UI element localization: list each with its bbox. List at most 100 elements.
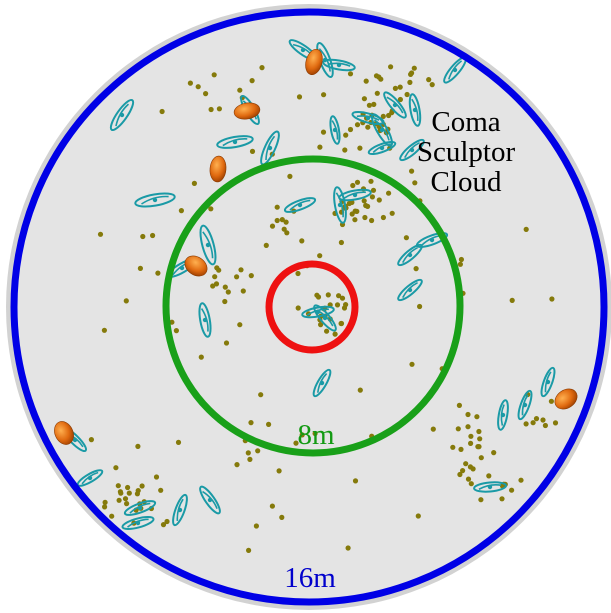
dwarf-galaxy-dot [338, 239, 344, 246]
dwarf-galaxy-dot [116, 497, 122, 503]
dwarf-galaxy-dot [234, 274, 240, 280]
spiral-galaxy-icon [199, 224, 217, 266]
elliptical-galaxy-icon [54, 421, 74, 445]
spiral-galaxy-icon [198, 302, 212, 338]
dwarf-galaxy-dot [357, 387, 363, 393]
dwarf-galaxy-dot [336, 293, 342, 299]
dwarf-galaxy-dot [540, 417, 546, 423]
dwarf-galaxy-dot [474, 414, 480, 420]
dwarf-galaxy-dot [458, 446, 464, 452]
dwarf-galaxy-dot [349, 211, 355, 217]
spiral-galaxy-core [322, 315, 328, 321]
spiral-galaxy-icon [333, 186, 347, 224]
dwarf-galaxy-dot [350, 182, 356, 189]
dwarf-galaxy-dot [88, 437, 94, 443]
dwarf-galaxy-dot [477, 436, 483, 442]
dwarf-galaxy-dot [352, 217, 358, 223]
dwarf-galaxy-dot [361, 96, 367, 102]
dwarf-galaxy-dot [365, 203, 371, 209]
dwarf-galaxy-dot [212, 274, 218, 280]
spiral-galaxy-core [409, 147, 415, 153]
spiral-galaxy-outline [216, 135, 254, 149]
dwarf-galaxy-dot [475, 444, 481, 450]
dwarf-galaxy-dot [102, 499, 108, 505]
spiral-galaxy-icon [473, 481, 507, 493]
dwarf-galaxy-dot [463, 461, 469, 467]
dwarf-galaxy-dot [263, 242, 269, 248]
spiral-galaxy-core [429, 237, 435, 243]
spiral-galaxy-icon [497, 399, 509, 431]
dwarf-galaxy-dot [237, 87, 243, 93]
spiral-galaxy-outline [399, 138, 425, 162]
dwarf-galaxy-dot [417, 303, 423, 310]
spiral-galaxy-icon [283, 197, 317, 213]
dwarf-galaxy-dot [408, 71, 414, 77]
dwarf-galaxy-dot [283, 219, 289, 225]
spiral-galaxy-icon [322, 58, 356, 72]
dwarf-galaxy-dot [352, 478, 359, 484]
dwarf-galaxy-dot [150, 232, 156, 239]
spiral-galaxy-core [267, 145, 273, 151]
dwarf-galaxy-dot [509, 487, 515, 493]
spiral-galaxy-outline [123, 500, 157, 516]
dwarf-galaxy-dot [169, 319, 175, 325]
dwarf-galaxy-dot [468, 433, 474, 439]
dwarf-galaxy-dot [321, 92, 327, 98]
dwarf-galaxy-dot [281, 226, 287, 232]
dwarf-galaxy-dot [518, 477, 524, 483]
spiral-galaxy-core [300, 47, 306, 53]
dwarf-galaxy-dot [486, 473, 492, 479]
dwarf-galaxy-dot [97, 231, 104, 237]
dwarf-galaxy-dot [140, 233, 146, 240]
dwarf-galaxy-dot [279, 217, 285, 223]
dwarf-galaxy-dot [342, 147, 348, 153]
dwarf-galaxy-dot [392, 85, 398, 91]
middle-ring-8m [162, 155, 464, 457]
dwarf-galaxy-dot [269, 223, 276, 229]
dwarf-galaxy-dot [245, 450, 251, 456]
dwarf-galaxy-dot [366, 102, 372, 108]
dwarf-galaxy-dot [246, 547, 252, 554]
dwarf-galaxy-dot [295, 305, 301, 311]
spiral-galaxy-core [392, 102, 398, 108]
outer-ring-label: 16m [284, 562, 336, 594]
elliptical-galaxies [54, 48, 578, 445]
dwarf-galaxy-dot [411, 65, 417, 71]
spiral-galaxy-outline [338, 188, 372, 202]
dwarf-galaxy-dot [361, 198, 367, 204]
elliptical-galaxy-icon [305, 48, 323, 76]
spiral-galaxy-outline [397, 278, 423, 302]
dwarf-galaxy-dot [160, 522, 167, 528]
dwarf-galaxy-dot [456, 402, 462, 408]
dwarf-galaxy-dot [274, 217, 280, 224]
dwarf-galaxy-dot [369, 194, 375, 200]
spiral-galaxy-core [365, 115, 371, 121]
dwarf-galaxy-dot [376, 197, 382, 203]
dwarf-galaxy-dot [216, 106, 222, 112]
spiral-galaxy-outline [329, 115, 341, 145]
dwarf-galaxy-dot [296, 94, 303, 100]
dwarf-galaxy-dot [164, 518, 170, 525]
spiral-galaxy-outline [121, 516, 155, 530]
spiral-galaxy-core [352, 192, 358, 198]
spiral-galaxy-core [202, 317, 208, 323]
dwarf-galaxy-dot [295, 270, 301, 277]
dwarf-galaxy-dot [253, 523, 259, 529]
dwarf-galaxy-dot [397, 84, 403, 90]
spiral-galaxy-outline [199, 485, 221, 515]
dwarf-galaxy-dot [126, 490, 132, 496]
spiral-galaxy-icon [367, 140, 397, 156]
spiral-galaxy-core [500, 412, 506, 418]
dwarf-galaxy-dot [317, 253, 323, 259]
dwarf-galaxy-dot [465, 411, 471, 418]
spiral-galaxy-core [336, 62, 342, 68]
spiral-galaxy-core [137, 505, 143, 511]
spiral-galaxy-icon [370, 113, 394, 147]
dwarf-galaxy-dot [542, 422, 549, 429]
spiral-galaxy-core [522, 402, 528, 408]
dwarf-galaxy-dot [195, 84, 201, 90]
middle-ring-label: 8m [297, 419, 335, 451]
spiral-galaxy-core [487, 484, 493, 490]
